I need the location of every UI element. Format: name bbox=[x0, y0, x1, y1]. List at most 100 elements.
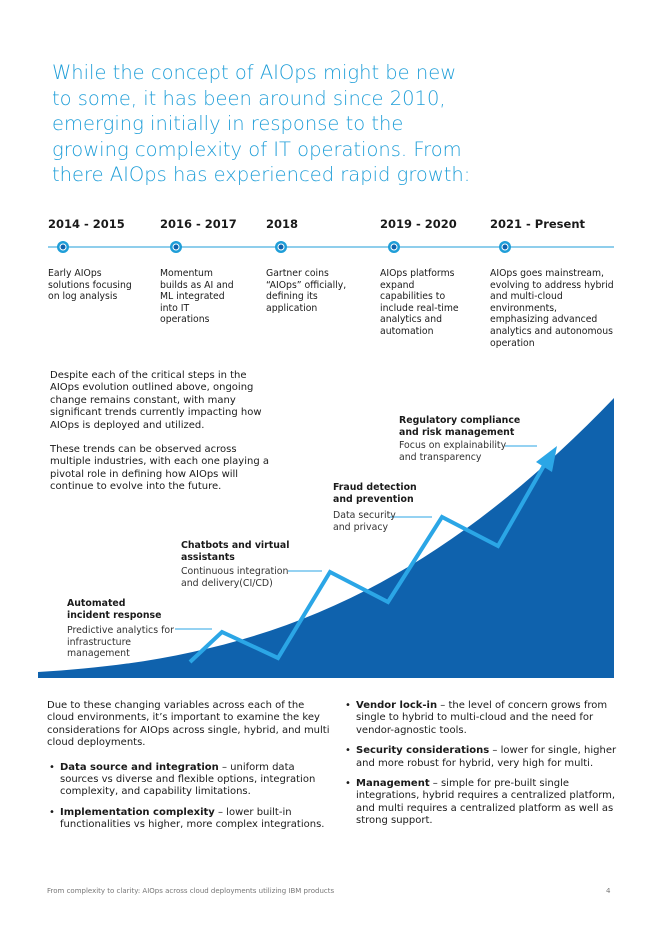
zigzag-line bbox=[188, 461, 548, 664]
timeline-description: AIOps platforms expand capabilities to incl… bbox=[380, 268, 459, 338]
heading-line: there AIOps has experienced rapid growth… bbox=[52, 163, 471, 186]
title-line: Fraud detection bbox=[333, 482, 417, 493]
description-line: AIOps platforms bbox=[380, 268, 455, 279]
description-line: solutions focusing bbox=[48, 279, 132, 291]
description-line: automation bbox=[380, 325, 434, 337]
paragraph: These trends can be observed across multi… bbox=[50, 444, 269, 494]
description-line: include real-time bbox=[380, 302, 459, 314]
title-line: Chatbots and virtual bbox=[181, 540, 290, 551]
description-line: Momentum bbox=[160, 268, 213, 279]
description-line: AIOps goes mainstream, bbox=[490, 268, 604, 279]
timeline-period: 2018 bbox=[266, 217, 299, 231]
description-line: and delivery(CI/CD) bbox=[181, 577, 273, 589]
title-line: assistants bbox=[181, 551, 235, 563]
bullet-text: – lower built-in functionalities vs high… bbox=[60, 806, 325, 831]
bullet-text: – uniform data sources vs diverse and fl… bbox=[60, 761, 316, 798]
timeline-dot bbox=[278, 244, 284, 250]
bullet-list: Vendor lock-in – the level of concern gr… bbox=[343, 700, 628, 828]
bullet-item: Implementation complexity – lower built-… bbox=[49, 806, 332, 832]
timeline-period: 2014 - 2015 bbox=[48, 217, 125, 231]
bullet-term: Implementation complexity bbox=[60, 806, 215, 818]
bullet-term: Data source and integration bbox=[60, 761, 219, 773]
description-line: capabilities to bbox=[380, 291, 446, 303]
description-line: Predictive analytics for bbox=[67, 625, 174, 636]
description-line: emphasizing advanced bbox=[490, 314, 598, 326]
description-line: into IT bbox=[160, 302, 190, 314]
heading: While the concept of AIOps might be new t… bbox=[52, 60, 470, 188]
trend-title: Regulatory compliance and risk management bbox=[399, 415, 520, 438]
timeline-dot bbox=[173, 244, 179, 250]
bullet-item: Security considerations – lower for sing… bbox=[345, 745, 628, 770]
paragraph-line: pivotal role in defining how AIOps will bbox=[50, 468, 239, 480]
trend-title: Fraud detection and prevention bbox=[333, 482, 417, 505]
paragraph-line: significant trends currently impacting h… bbox=[50, 407, 262, 419]
title-line: and risk management bbox=[399, 426, 515, 438]
description-line: expand bbox=[380, 279, 415, 291]
description-line: Focus on explainability bbox=[399, 440, 507, 451]
heading-line: growing complexity of IT operations. Fro… bbox=[52, 137, 462, 161]
title-line: incident response bbox=[67, 609, 162, 621]
considerations-right: Vendor lock-in – the level of concern gr… bbox=[343, 700, 628, 836]
description-line: evolving to address hybrid bbox=[490, 279, 614, 291]
description-line: operations bbox=[160, 314, 210, 326]
paragraph: Despite each of the critical steps in th… bbox=[50, 370, 269, 432]
timeline-dot bbox=[60, 244, 66, 250]
bullet-term: Management bbox=[356, 778, 430, 790]
trend-title: Chatbots and virtual assistants bbox=[181, 540, 289, 563]
description-line: “AIOps” officially, bbox=[266, 279, 347, 291]
paragraph-line: Despite each of the critical steps in th… bbox=[50, 370, 247, 381]
description-line: Early AIOps bbox=[48, 268, 102, 279]
trend-description: Data security and privacy bbox=[333, 510, 396, 533]
bullet-list: Data source and integration – uniform da… bbox=[47, 762, 332, 832]
description-line: and multi-cloud bbox=[490, 291, 563, 303]
description-line: management bbox=[67, 648, 130, 660]
considerations-intro: Due to these changing variables across e… bbox=[47, 700, 330, 749]
timeline-dot bbox=[391, 244, 397, 250]
description-line: Continuous integration bbox=[181, 566, 289, 577]
paragraph-line: AIOps is deployed and utilized. bbox=[50, 419, 205, 431]
trend-description: Continuous integration and delivery(CI/CD… bbox=[181, 566, 288, 589]
trend-description: Predictive analytics for infrastructure ma… bbox=[67, 625, 174, 660]
paragraph-line: AIOps evolution outlined above, ongoing bbox=[50, 382, 254, 394]
heading-line: to some, it has been around since 2010, bbox=[52, 86, 446, 110]
page-number: 4 bbox=[606, 887, 611, 895]
description-line: on log analysis bbox=[48, 291, 118, 303]
timeline-period: 2021 - Present bbox=[490, 217, 586, 231]
bullet-text: – the level of concern grows from single… bbox=[356, 700, 608, 736]
description-line: and transparency bbox=[399, 451, 482, 463]
timeline-description: Early AIOps solutions focusing on log anal… bbox=[48, 268, 132, 303]
description-line: Data security bbox=[333, 510, 396, 521]
timeline-period: 2016 - 2017 bbox=[160, 217, 237, 231]
description-line: defining its bbox=[266, 291, 318, 303]
trend-description: Focus on explainability and transparency bbox=[399, 440, 506, 463]
bullet-item: Vendor lock-in – the level of concern gr… bbox=[345, 700, 628, 737]
bullet-text: – simple for pre-built single integratio… bbox=[356, 778, 616, 827]
heading-line: emerging initially in response to the bbox=[52, 112, 404, 135]
paragraph-line: These trends can be observed across bbox=[50, 444, 237, 456]
bullet-item: Management – simple for pre-built single… bbox=[345, 778, 628, 828]
footer-text: From complexity to clarity: AIOps across… bbox=[47, 887, 335, 895]
description-line: Gartner coins bbox=[266, 268, 329, 279]
description-line: analytics and bbox=[380, 314, 443, 326]
growth-area bbox=[38, 398, 614, 678]
description-line: analytics and autonomous bbox=[490, 325, 613, 337]
description-line: application bbox=[266, 302, 318, 314]
considerations-left: Due to these changing variables across e… bbox=[47, 700, 332, 840]
description-line: builds as AI and bbox=[160, 279, 234, 291]
description-line: environments, bbox=[490, 302, 558, 314]
description-line: operation bbox=[490, 337, 535, 349]
heading-line: While the concept of AIOps might be new bbox=[52, 61, 457, 84]
title-line: and prevention bbox=[333, 493, 414, 505]
description-line: infrastructure bbox=[67, 636, 131, 648]
paragraph-line: change remains constant, with many bbox=[50, 394, 236, 406]
timeline-description: Momentum builds as AI and ML integrated int… bbox=[160, 268, 234, 326]
timeline-dot bbox=[502, 244, 508, 250]
paragraph-line: multiple industries, with each one playi… bbox=[50, 456, 269, 468]
timeline-description: AIOps goes mainstream, evolving to addres… bbox=[490, 268, 614, 349]
trends-intro: Despite each of the critical steps in th… bbox=[50, 370, 269, 506]
trend-title: Automated incident response bbox=[67, 598, 161, 621]
timeline-dots bbox=[57, 241, 511, 253]
bullet-term: Vendor lock-in bbox=[356, 700, 438, 711]
